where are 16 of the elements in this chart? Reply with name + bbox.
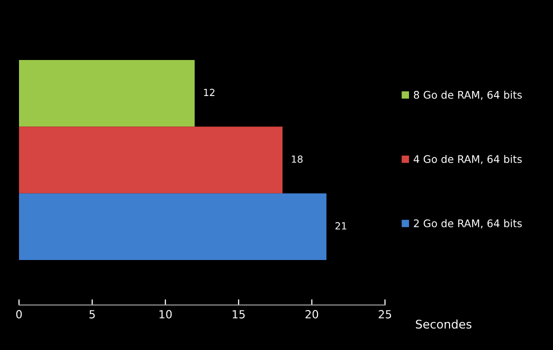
x-tick-label: 20 bbox=[306, 310, 318, 318]
x-tick-label: 5 bbox=[90, 310, 95, 318]
bar bbox=[19, 60, 195, 127]
x-tick-label: 10 bbox=[160, 310, 172, 318]
x-tick-label: 25 bbox=[378, 310, 392, 318]
data-label: 21 bbox=[335, 222, 346, 230]
legend-label: 4 Go de RAM, 64 bits bbox=[414, 154, 522, 164]
x-tick-label: 0 bbox=[16, 310, 22, 318]
legend-label: 8 Go de RAM, 64 bits bbox=[414, 90, 522, 100]
data-label: 18 bbox=[292, 155, 303, 163]
x-axis-title: Secondes bbox=[416, 320, 472, 329]
bar bbox=[19, 193, 326, 260]
x-tick-label: 15 bbox=[232, 310, 245, 318]
legend-label: 2 Go de RAM, 64 bits bbox=[414, 219, 522, 228]
data-label: 12 bbox=[204, 88, 214, 96]
bar bbox=[19, 126, 283, 194]
